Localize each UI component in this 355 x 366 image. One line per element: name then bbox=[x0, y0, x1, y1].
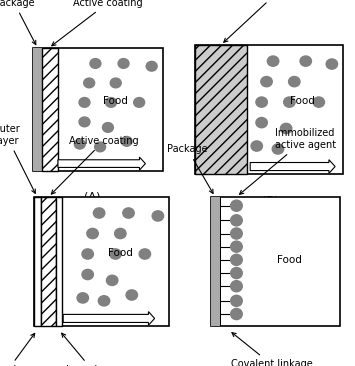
Text: Outer
layer: Outer layer bbox=[0, 124, 35, 193]
Circle shape bbox=[261, 76, 272, 87]
Circle shape bbox=[103, 123, 113, 132]
Circle shape bbox=[300, 56, 311, 66]
Circle shape bbox=[231, 295, 242, 306]
Circle shape bbox=[79, 97, 90, 107]
Circle shape bbox=[231, 254, 242, 265]
Circle shape bbox=[118, 59, 129, 68]
Circle shape bbox=[231, 281, 242, 292]
Text: Immobilized
active agent: Immobilized active agent bbox=[240, 128, 336, 194]
Circle shape bbox=[121, 137, 132, 146]
Circle shape bbox=[251, 141, 262, 151]
Bar bbox=[220, 197, 221, 326]
Circle shape bbox=[106, 275, 118, 285]
Text: Barrier layer: Barrier layer bbox=[0, 333, 38, 366]
Text: Food: Food bbox=[108, 247, 133, 258]
Bar bbox=[195, 45, 343, 174]
Circle shape bbox=[231, 200, 242, 211]
Bar bbox=[42, 48, 58, 171]
Circle shape bbox=[231, 215, 242, 226]
Circle shape bbox=[110, 78, 121, 88]
Text: (B): (B) bbox=[262, 196, 278, 206]
Circle shape bbox=[256, 97, 267, 107]
Circle shape bbox=[231, 228, 242, 239]
Bar bbox=[195, 45, 247, 174]
Circle shape bbox=[139, 249, 151, 259]
Circle shape bbox=[98, 296, 110, 306]
Circle shape bbox=[152, 211, 164, 221]
Text: Covalent linkage: Covalent linkage bbox=[231, 333, 312, 366]
Text: Active coating: Active coating bbox=[52, 0, 143, 46]
Bar bbox=[33, 48, 42, 171]
Text: Package: Package bbox=[0, 0, 36, 45]
FancyArrow shape bbox=[250, 160, 335, 173]
Circle shape bbox=[95, 142, 105, 152]
Circle shape bbox=[256, 117, 267, 128]
Bar bbox=[211, 197, 220, 326]
Circle shape bbox=[90, 59, 101, 68]
Text: Active coating: Active coating bbox=[51, 136, 139, 194]
Circle shape bbox=[123, 208, 134, 218]
Text: Inner layer: Inner layer bbox=[62, 333, 119, 366]
Circle shape bbox=[110, 249, 121, 259]
Circle shape bbox=[280, 123, 292, 134]
Circle shape bbox=[93, 208, 105, 218]
Circle shape bbox=[82, 249, 93, 259]
Bar bbox=[211, 197, 340, 326]
Text: Food: Food bbox=[278, 255, 302, 265]
Circle shape bbox=[146, 61, 157, 71]
Bar bbox=[56, 197, 62, 326]
Text: (A): (A) bbox=[84, 191, 100, 201]
Bar bbox=[41, 197, 56, 326]
Circle shape bbox=[134, 97, 144, 107]
Text: Food: Food bbox=[103, 96, 128, 106]
FancyArrow shape bbox=[58, 157, 146, 170]
Text: Package/active substance
mixture: Package/active substance mixture bbox=[219, 0, 346, 42]
Circle shape bbox=[79, 117, 90, 127]
Bar bbox=[33, 48, 163, 171]
Circle shape bbox=[272, 144, 284, 154]
Circle shape bbox=[126, 290, 137, 300]
Circle shape bbox=[231, 309, 242, 320]
Circle shape bbox=[231, 268, 242, 279]
Circle shape bbox=[82, 269, 93, 280]
Circle shape bbox=[289, 76, 300, 87]
Circle shape bbox=[77, 293, 88, 303]
Circle shape bbox=[74, 139, 85, 149]
FancyArrow shape bbox=[63, 311, 155, 325]
Circle shape bbox=[105, 97, 116, 107]
Circle shape bbox=[115, 228, 126, 239]
Circle shape bbox=[87, 228, 98, 239]
Circle shape bbox=[231, 241, 242, 252]
Text: Package: Package bbox=[167, 145, 213, 193]
Circle shape bbox=[284, 97, 295, 107]
Circle shape bbox=[313, 97, 324, 107]
Circle shape bbox=[267, 56, 279, 66]
Circle shape bbox=[84, 78, 95, 88]
Text: Food: Food bbox=[290, 96, 315, 106]
Bar bbox=[34, 197, 41, 326]
Bar bbox=[34, 197, 169, 326]
Circle shape bbox=[326, 59, 338, 69]
